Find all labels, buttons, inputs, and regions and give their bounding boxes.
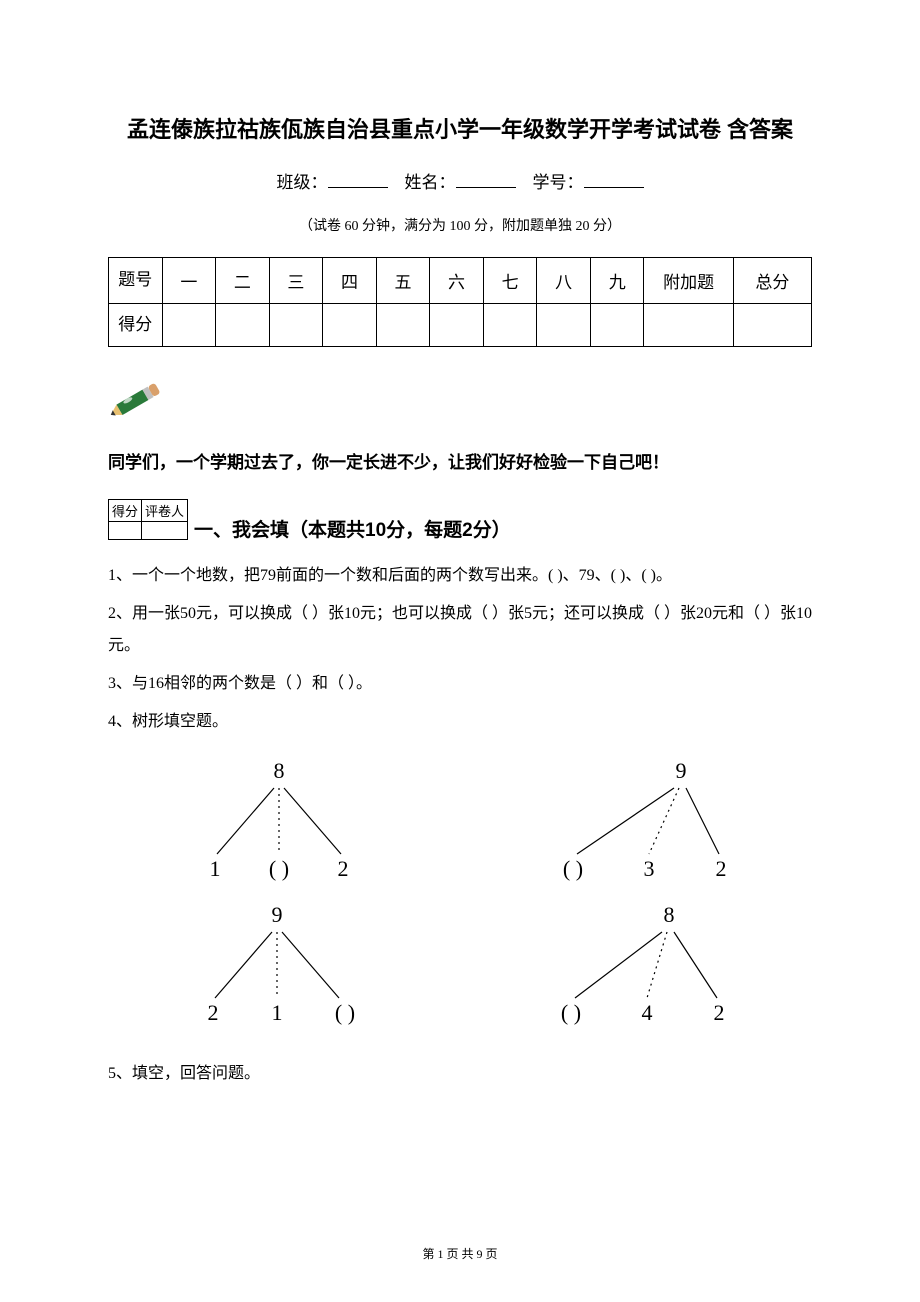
score-cell[interactable] — [269, 303, 323, 346]
score-cell[interactable] — [216, 303, 270, 346]
col-6: 六 — [430, 257, 484, 303]
grader-table: 得分 评卷人 — [108, 499, 188, 540]
svg-text:2: 2 — [338, 856, 349, 881]
tree-figures: 8 1 ( ) 2 9 2 1 ( ) 9 ( ) 3 2 8 — [108, 754, 812, 1034]
grader-score-cell[interactable] — [109, 521, 142, 539]
question-5: 5、填空，回答问题。 — [108, 1058, 812, 1090]
name-label: 姓名： — [405, 173, 456, 192]
id-blank[interactable] — [584, 171, 644, 188]
question-2: 2、用一张50元，可以换成（ ）张10元；也可以换成（ ）张5元；还可以换成（ … — [108, 598, 812, 662]
grader-score-label: 得分 — [109, 499, 142, 521]
question-4: 4、树形填空题。 — [108, 706, 812, 738]
col-total: 总分 — [733, 257, 811, 303]
svg-text:9: 9 — [676, 758, 687, 783]
intro-text: 同学们，一个学期过去了，你一定长进不少，让我们好好检验一下自己吧！ — [108, 448, 812, 473]
score-cell[interactable] — [590, 303, 644, 346]
score-cell[interactable] — [430, 303, 484, 346]
table-row: 题号 一 二 三 四 五 六 七 八 九 附加题 总分 — [109, 257, 812, 303]
col-7: 七 — [483, 257, 537, 303]
svg-text:2: 2 — [716, 856, 727, 881]
col-4: 四 — [323, 257, 377, 303]
svg-text:4: 4 — [642, 1000, 653, 1025]
score-cell[interactable] — [537, 303, 591, 346]
table-row: 得分 — [109, 303, 812, 346]
col-2: 二 — [216, 257, 270, 303]
class-label: 班级： — [277, 173, 328, 192]
svg-text:9: 9 — [272, 902, 283, 927]
class-blank[interactable] — [328, 171, 388, 188]
svg-text:8: 8 — [274, 758, 285, 783]
id-label: 学号： — [533, 173, 584, 192]
col-5: 五 — [376, 257, 430, 303]
col-9: 九 — [590, 257, 644, 303]
grader-name-cell[interactable] — [142, 521, 188, 539]
question-1: 1、一个一个地数，把79前面的一个数和后面的两个数写出来。( )、79、( )、… — [108, 560, 812, 592]
student-info-line: 班级： 姓名： 学号： — [108, 168, 812, 193]
section-1-heading: 一、我会填（本题共10分，每题2分） — [194, 499, 511, 542]
score-cell[interactable] — [644, 303, 733, 346]
svg-text:2: 2 — [714, 1000, 725, 1025]
row-header-score: 得分 — [109, 303, 163, 346]
svg-text:8: 8 — [664, 902, 675, 927]
svg-text:( ): ( ) — [335, 1000, 355, 1025]
svg-text:1: 1 — [272, 1000, 283, 1025]
question-3: 3、与16相邻的两个数是（ ）和（ ）。 — [108, 668, 812, 700]
exam-note: （试卷 60 分钟，满分为 100 分，附加题单独 20 分） — [108, 215, 812, 235]
col-1: 一 — [162, 257, 216, 303]
score-cell[interactable] — [376, 303, 430, 346]
score-table: 题号 一 二 三 四 五 六 七 八 九 附加题 总分 得分 — [108, 257, 812, 347]
tree-figure-right: 9 ( ) 3 2 8 ( ) 4 2 — [511, 754, 751, 1034]
tree-figure-left: 8 1 ( ) 2 9 2 1 ( ) — [169, 754, 389, 1034]
svg-text:( ): ( ) — [563, 856, 583, 881]
col-extra: 附加题 — [644, 257, 733, 303]
page-title: 孟连傣族拉祜族佤族自治县重点小学一年级数学开学考试试卷 含答案 — [108, 110, 812, 150]
score-cell[interactable] — [162, 303, 216, 346]
score-cell[interactable] — [733, 303, 811, 346]
row-header-qnum: 题号 — [109, 257, 163, 303]
col-8: 八 — [537, 257, 591, 303]
svg-text:( ): ( ) — [561, 1000, 581, 1025]
score-cell[interactable] — [323, 303, 377, 346]
page-footer: 第 1 页 共 9 页 — [0, 1245, 920, 1262]
pencil-icon — [108, 373, 812, 428]
name-blank[interactable] — [456, 171, 516, 188]
svg-text:( ): ( ) — [269, 856, 289, 881]
col-3: 三 — [269, 257, 323, 303]
svg-text:2: 2 — [208, 1000, 219, 1025]
svg-text:1: 1 — [210, 856, 221, 881]
svg-text:3: 3 — [644, 856, 655, 881]
score-cell[interactable] — [483, 303, 537, 346]
grader-name-label: 评卷人 — [142, 499, 188, 521]
